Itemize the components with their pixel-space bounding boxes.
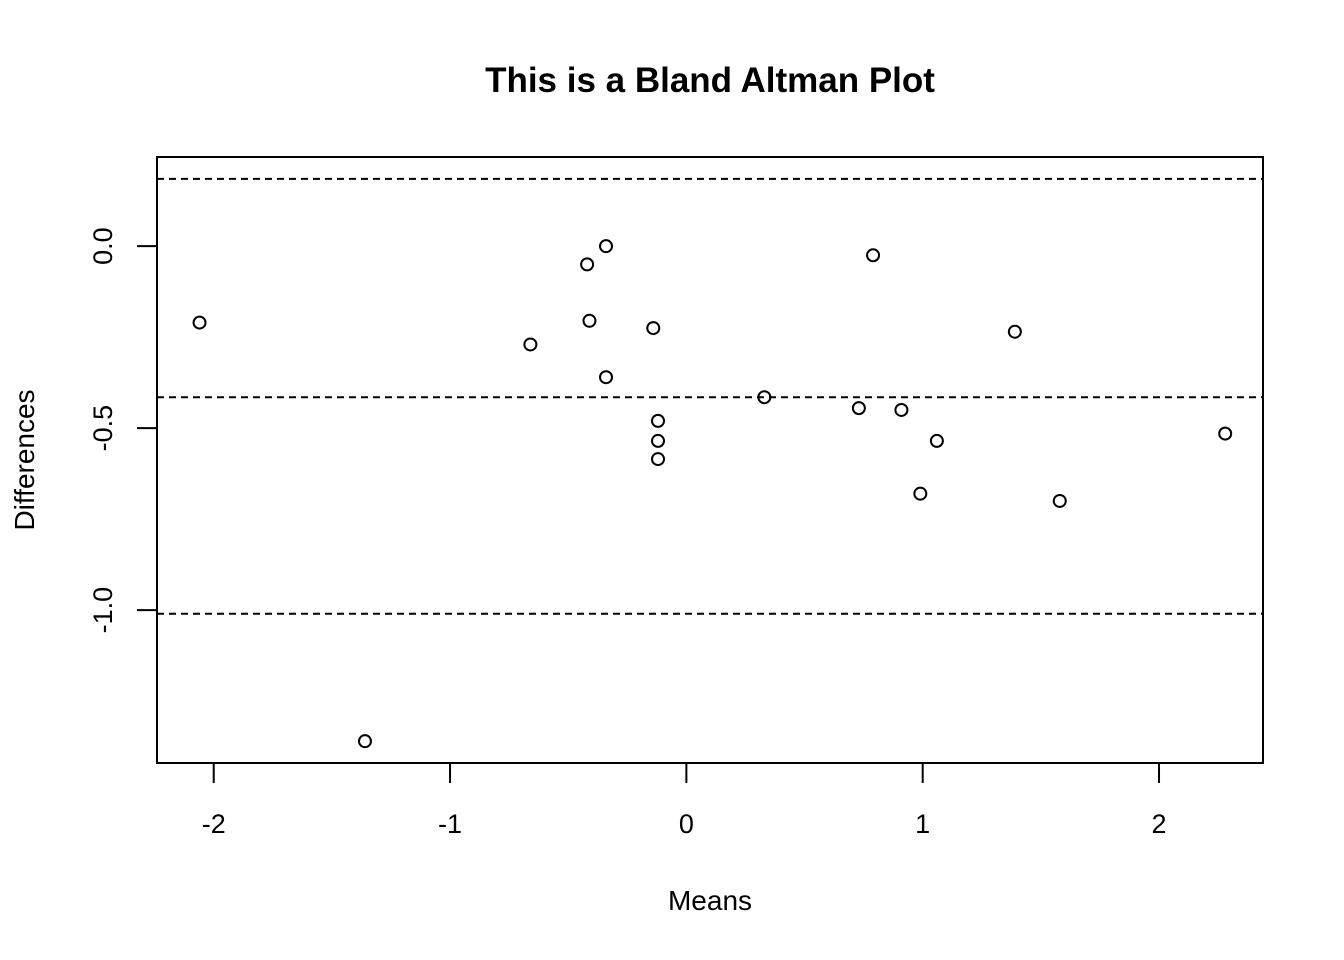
data-point: [599, 239, 614, 254]
data-point: [1218, 426, 1233, 441]
data-point: [192, 315, 207, 330]
data-point: [646, 321, 661, 336]
x-tick-label: 0: [679, 809, 694, 839]
data-point: [757, 390, 772, 405]
data-point: [894, 402, 909, 417]
y-axis: 0.0 -0.5 -1.0: [88, 227, 158, 634]
data-point: [523, 337, 538, 352]
data-point: [1052, 493, 1067, 508]
reference-lines: [157, 177, 1263, 615]
x-tick-label: 1: [915, 809, 930, 839]
y-tick-label: -1.0: [88, 587, 118, 634]
data-point: [866, 248, 881, 263]
data-point: [1007, 324, 1022, 339]
data-point: [357, 734, 372, 749]
y-tick-label: -0.5: [88, 405, 118, 452]
y-axis-label: Differences: [9, 389, 40, 530]
x-axis-label: Means: [668, 885, 752, 916]
data-point: [651, 413, 666, 428]
data-point: [582, 313, 597, 328]
data-point: [580, 257, 595, 272]
chart-title: This is a Bland Altman Plot: [485, 61, 935, 100]
x-tick-label: -2: [202, 809, 226, 839]
data-point: [851, 401, 866, 416]
plot-frame: [156, 156, 1264, 764]
data-point: [651, 452, 666, 467]
y-tick-label: 0.0: [88, 227, 118, 265]
data-points: [192, 239, 1233, 749]
data-point: [929, 433, 944, 448]
data-point: [651, 433, 666, 448]
data-point: [599, 370, 614, 385]
data-point: [913, 486, 928, 501]
x-tick-label: 2: [1152, 809, 1167, 839]
x-axis: -2 -1 0 1 2: [202, 762, 1167, 839]
x-tick-label: -1: [438, 809, 462, 839]
